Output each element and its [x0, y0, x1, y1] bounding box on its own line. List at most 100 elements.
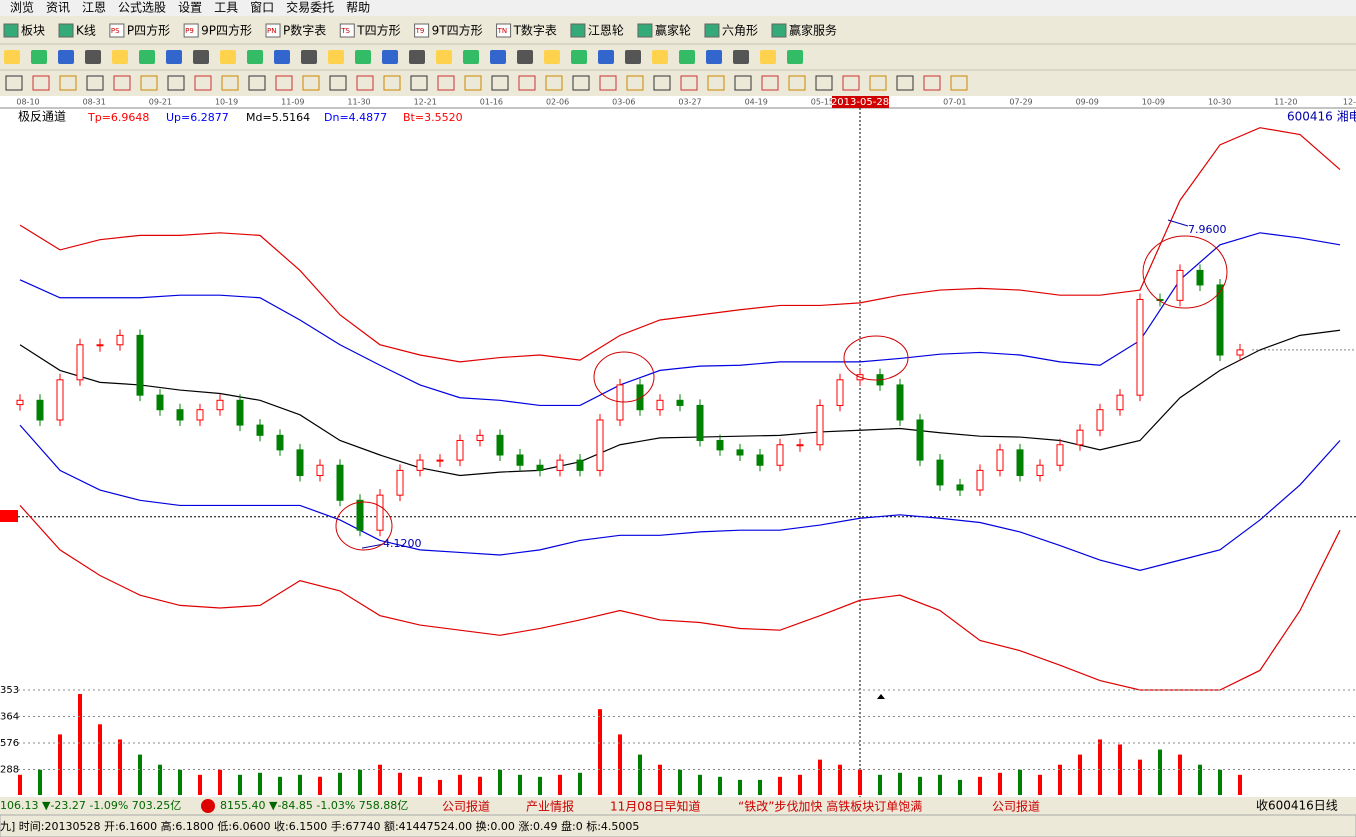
tool-icon[interactable] [193, 50, 209, 64]
toolbar-button[interactable]: T四方形 [356, 23, 400, 38]
tool-icon[interactable] [761, 75, 779, 91]
tool-icon[interactable] [518, 75, 536, 91]
toolbar-icon[interactable] [58, 23, 74, 38]
toolbar-icon[interactable] [414, 23, 430, 38]
tool-icon[interactable] [679, 50, 695, 64]
tool-icon[interactable] [950, 75, 968, 91]
tool-icon[interactable] [436, 50, 452, 64]
tool-icon[interactable] [167, 75, 185, 91]
tool-icon[interactable] [329, 75, 347, 91]
menu-item[interactable]: 浏览 [10, 0, 34, 15]
tool-icon[interactable] [220, 50, 236, 64]
tool-icon[interactable] [815, 75, 833, 91]
tool-icon[interactable] [32, 75, 50, 91]
toolbar-icon[interactable] [339, 23, 355, 38]
tool-icon[interactable] [707, 75, 725, 91]
menu-item[interactable]: 交易委托 [286, 0, 334, 15]
tool-icon[interactable] [247, 50, 263, 64]
tool-icon[interactable] [896, 75, 914, 91]
tool-icon[interactable] [86, 75, 104, 91]
tool-icon[interactable] [652, 50, 668, 64]
menu-item[interactable]: 江恩 [82, 1, 106, 15]
toolbar-button[interactable]: 9P四方形 [201, 23, 252, 38]
toolbar-icon[interactable] [704, 23, 720, 38]
toolbar-button[interactable]: K线 [76, 24, 96, 38]
tool-icon[interactable] [463, 50, 479, 64]
toolbar-icon[interactable] [570, 23, 586, 38]
tool-icon[interactable] [599, 75, 617, 91]
tool-icon[interactable] [355, 50, 371, 64]
tool-icon[interactable] [302, 75, 320, 91]
tool-icon[interactable] [59, 75, 77, 91]
news-link[interactable]: 产业情报 [526, 799, 574, 814]
toolbar-button[interactable]: 六角形 [722, 24, 758, 38]
news-link[interactable]: “铁改”步伐加快 高铁板块订单饱满 [738, 799, 922, 814]
news-link[interactable]: 公司报道 [992, 799, 1040, 814]
tool-icon[interactable] [383, 75, 401, 91]
tool-icon[interactable] [112, 50, 128, 64]
tool-icon[interactable] [490, 50, 506, 64]
tool-icon[interactable] [491, 75, 509, 91]
tool-icon[interactable] [787, 50, 803, 64]
tool-icon[interactable] [301, 50, 317, 64]
toolbar-button[interactable]: 板块 [21, 24, 45, 38]
menu-item[interactable]: 资讯 [46, 1, 70, 15]
tool-icon[interactable] [733, 50, 749, 64]
menu-item[interactable]: 工具 [214, 1, 238, 15]
tool-icon[interactable] [626, 75, 644, 91]
toolbar-icon[interactable] [637, 23, 653, 38]
tool-icon[interactable] [760, 50, 776, 64]
news-link[interactable]: 公司报道 [442, 799, 490, 814]
toolbar-button[interactable]: T数字表 [513, 23, 557, 38]
tool-icon[interactable] [140, 75, 158, 91]
menu-item[interactable]: 帮助 [346, 1, 370, 15]
tool-icon[interactable] [221, 75, 239, 91]
tool-icon[interactable] [842, 75, 860, 91]
tool-icon[interactable] [274, 50, 290, 64]
tool-icon[interactable] [788, 75, 806, 91]
tool-icon[interactable] [328, 50, 344, 64]
tool-icon[interactable] [113, 75, 131, 91]
tool-icon[interactable] [31, 50, 47, 64]
tool-icon[interactable] [410, 75, 428, 91]
toolbar-icon[interactable] [3, 23, 19, 38]
menu-item[interactable]: 窗口 [250, 1, 274, 15]
toolbar-button[interactable]: 江恩轮 [588, 24, 624, 38]
tool-icon[interactable] [625, 50, 641, 64]
tool-icon[interactable] [517, 50, 533, 64]
tool-icon[interactable] [5, 75, 23, 91]
tool-icon[interactable] [464, 75, 482, 91]
toolbar-button[interactable]: 赢家服务 [789, 23, 837, 38]
toolbar-button[interactable]: 9T四方形 [432, 23, 483, 38]
tool-icon[interactable] [706, 50, 722, 64]
tool-icon[interactable] [194, 75, 212, 91]
toolbar-button[interactable]: P数字表 [283, 23, 326, 38]
tool-icon[interactable] [409, 50, 425, 64]
tool-icon[interactable] [275, 75, 293, 91]
tool-icon[interactable] [869, 75, 887, 91]
toolbar-icon[interactable] [183, 23, 199, 38]
tool-icon[interactable] [139, 50, 155, 64]
tool-icon[interactable] [85, 50, 101, 64]
tool-icon[interactable] [437, 75, 455, 91]
toolbar-button[interactable]: 赢家轮 [655, 23, 691, 38]
tool-icon[interactable] [923, 75, 941, 91]
tool-icon[interactable] [653, 75, 671, 91]
menu-item[interactable]: 公式选股 [118, 1, 166, 15]
tool-icon[interactable] [382, 50, 398, 64]
toolbar-icon[interactable] [265, 23, 281, 38]
tool-icon[interactable] [734, 75, 752, 91]
news-link[interactable]: 11月08日早知道 [610, 800, 701, 814]
tool-icon[interactable] [680, 75, 698, 91]
menu-item[interactable]: 设置 [178, 1, 202, 15]
tool-icon[interactable] [571, 50, 587, 64]
toolbar-icon[interactable] [109, 23, 125, 38]
tool-icon[interactable] [4, 50, 20, 64]
tool-icon[interactable] [356, 75, 374, 91]
tool-icon[interactable] [166, 50, 182, 64]
tool-icon[interactable] [544, 50, 560, 64]
toolbar-button[interactable]: P四方形 [127, 23, 170, 38]
tool-icon[interactable] [248, 75, 266, 91]
tool-icon[interactable] [58, 50, 74, 64]
tool-icon[interactable] [572, 75, 590, 91]
